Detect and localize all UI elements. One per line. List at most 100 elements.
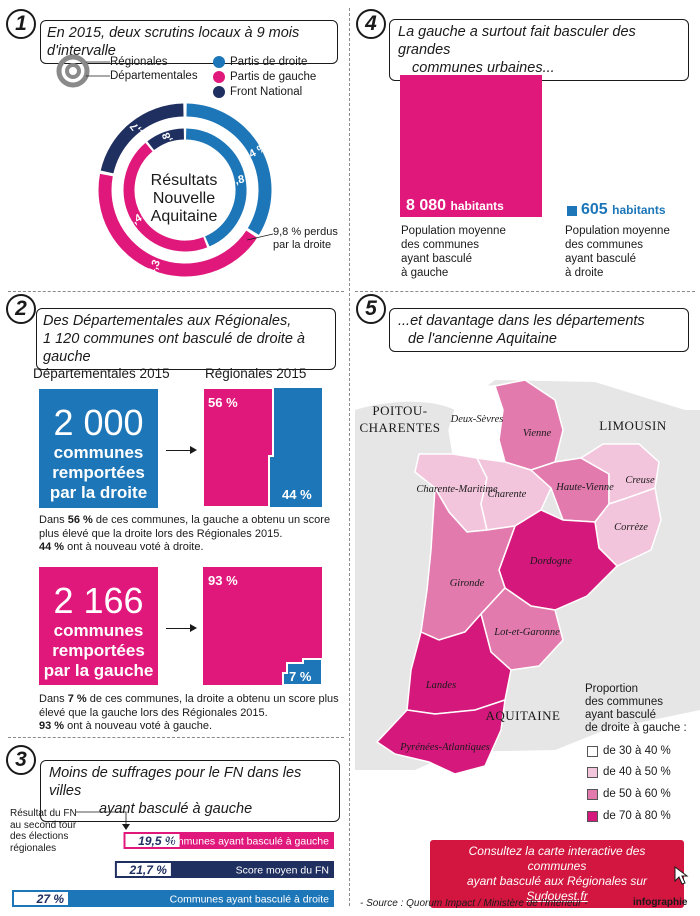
desc1-3a: 44 % xyxy=(39,541,65,553)
map-legend-swatch-50-60 xyxy=(587,789,598,800)
fn-side-note: Résultat du FN au second tour des électi… xyxy=(10,808,77,854)
map-legend-title-1: Proportion xyxy=(585,683,639,695)
population-right-number: 605 xyxy=(581,201,608,218)
section-2-title-line-2: 1 120 communes ont basculé de droite à g… xyxy=(43,331,305,365)
section-5-number: 5 xyxy=(356,294,386,324)
desc2-3a: 93 % xyxy=(39,720,65,732)
donut-center-label: Résultats Nouvelle Aquitaine xyxy=(134,172,234,226)
donut-outer-arc-1 xyxy=(98,173,258,277)
divider-2-3 xyxy=(8,737,344,738)
donut-center-line-1: Résultats xyxy=(150,172,218,189)
col-departementales: Départementales 2015 xyxy=(33,366,170,381)
map-legend-label-70-80: de 70 à 80 % xyxy=(603,810,671,822)
map-legend-swatch-30-40 xyxy=(587,746,598,757)
map-label-dordogne: Dordogne xyxy=(529,556,573,567)
desc1-a: Dans xyxy=(39,514,68,526)
fn-bar-value-box-2 xyxy=(14,892,68,905)
donut-center-line-2: Nouvelle xyxy=(152,190,216,207)
cta-line-1: Consultez la carte interactive des commu… xyxy=(468,844,646,873)
population-right-desc-2: des communes xyxy=(565,239,643,251)
divider-4-5 xyxy=(355,291,695,292)
desc2-3b: ont à nouveau voté à gauche. xyxy=(64,720,213,732)
desc1-c: de ces communes, la gauche a obtenu un s… xyxy=(92,514,331,526)
box-gauche-line-2: remportées xyxy=(52,641,145,660)
map-pyrenees-atlantiques xyxy=(375,698,506,775)
box-gauche: 2 166 communes remportées par la gauche xyxy=(39,567,158,685)
map-legend-title-4: de droite à gauche : xyxy=(585,722,687,734)
map-label-haute-vienne: Haute-Vienne xyxy=(555,482,614,493)
section-1-number: 1 xyxy=(6,9,36,39)
desc2-c: de ces communes, la droite a obtenu un s… xyxy=(86,693,339,705)
lost-note-line-1: 9,8 % perdus xyxy=(273,226,338,238)
map-label-pyrenees-atlantiques: Pyrénées-Atlantiques xyxy=(399,742,490,753)
lost-note-pointer xyxy=(247,233,274,241)
lost-note-line-2: par la droite xyxy=(273,239,332,251)
cta-sudouest-link[interactable]: Sudouest.fr xyxy=(526,889,588,903)
fn-bar-label-1: Score moyen du FN xyxy=(236,865,329,877)
legend-droite: Partis de droite xyxy=(230,56,308,68)
donut-center-line-3: Aquitaine xyxy=(150,208,218,225)
legend-departementales: Départementales xyxy=(110,70,198,82)
box-gauche-split xyxy=(203,567,323,686)
box-droite: 2 000 communes remportées par la droite xyxy=(39,389,158,508)
fn-bar-value-0: 19,5 % xyxy=(138,834,176,848)
section-4-number: 4 xyxy=(356,9,386,39)
section-4-title: La gauche a surtout fait basculer des gr… xyxy=(389,19,689,81)
section-3-number: 3 xyxy=(6,745,36,775)
fn-side-note-4: régionales xyxy=(10,842,57,854)
map-landes xyxy=(406,612,512,715)
population-right-desc-1: Population moyenne xyxy=(565,225,670,237)
population-left-desc-3: ayant basculé xyxy=(401,253,472,265)
population-right-desc-4: à droite xyxy=(565,267,604,279)
fn-side-note-2: au second tour xyxy=(10,819,77,831)
map-label-landes: Landes xyxy=(425,680,456,691)
arrow-1-head xyxy=(190,446,197,454)
legend-gauche-swatch xyxy=(213,71,225,83)
col-regionales: Régionales 2015 xyxy=(205,366,307,381)
lost-note: 9,8 % perdus par la droite xyxy=(273,226,338,252)
section-1-title: En 2015, deux scrutins locaux à 9 mois d… xyxy=(40,20,338,64)
results-donut-chart: 34 %44,3 %21,7 %43,8 %45,4 %10,8 % xyxy=(98,103,272,283)
box-gauche-line-3: par la gauche xyxy=(43,661,154,680)
map-legend-swatch-70-80 xyxy=(587,811,598,822)
box-droite-gauche-pct: 56 % xyxy=(208,395,238,410)
section-5-title-line-1: ...et davantage dans les départements xyxy=(398,313,645,329)
desc2-b: 7 % xyxy=(67,693,87,705)
population-left-desc-2: des communes xyxy=(401,239,479,251)
box-gauche-droite-pct: 7 % xyxy=(289,669,312,684)
map-label-creuse: Creuse xyxy=(625,475,655,486)
interactive-map-link[interactable]: Consultez la carte interactive des commu… xyxy=(430,840,684,908)
section-5-title-line-2: de l'ancienne Aquitaine xyxy=(408,331,557,347)
legend-fn: Front National xyxy=(230,86,303,98)
infographie-brand: infographie xyxy=(633,897,688,908)
section-3-title-line-2: ayant basculé à gauche xyxy=(99,801,253,817)
source-note: - Source : Quorum Impact / Ministère de … xyxy=(360,898,588,909)
map-label-charente-maritime: Charente-Maritime xyxy=(416,484,498,495)
vertical-divider xyxy=(349,8,350,906)
fn-bar-label-0: Communes ayant basculé à gauche xyxy=(161,836,329,848)
section-2-title: Des Départementales aux Régionales, 1 12… xyxy=(36,308,336,370)
box-gauche-line-1: communes xyxy=(53,621,144,640)
population-big-square xyxy=(400,75,542,217)
section-4-title-line-2: communes urbaines... xyxy=(412,60,555,76)
population-left-unit: habitants xyxy=(450,199,504,213)
departments-map: Deux-Sèvres Vienne Charente-Maritime Cha… xyxy=(355,379,700,775)
arrow-2-line xyxy=(166,628,190,629)
section-3-title-line-1: Moins de suffrages pour le FN dans les v… xyxy=(49,765,302,799)
desc1-b: 56 % xyxy=(67,514,93,526)
section-4-title-line-1: La gauche a surtout fait basculer des gr… xyxy=(398,24,636,58)
map-region-aquitaine: AQUITAINE xyxy=(486,708,561,723)
fn-bar-chart: 19,5 %Communes ayant basculé à gauche 21,… xyxy=(12,832,335,907)
population-left-value: 8 080 habitants xyxy=(406,197,504,215)
arrow-2-head xyxy=(190,624,197,632)
box-droite-line-1: communes xyxy=(53,443,144,462)
box-gauche-gauche-pct: 93 % xyxy=(208,573,238,588)
arrow-1-line xyxy=(166,450,190,451)
box-gauche-description: Dans 7 % de ces communes, la droite a ob… xyxy=(39,693,344,734)
infographie-logo-icon xyxy=(620,898,630,908)
desc1-line-2: plus élevé que la droite lors des Région… xyxy=(39,527,283,540)
box-droite-droite-pct: 44 % xyxy=(282,487,312,502)
fn-side-note-1: Résultat du FN xyxy=(10,808,77,819)
legend-ring-icon xyxy=(56,54,90,88)
map-legend-title: Proportion des communes ayant basculé de… xyxy=(585,683,687,735)
